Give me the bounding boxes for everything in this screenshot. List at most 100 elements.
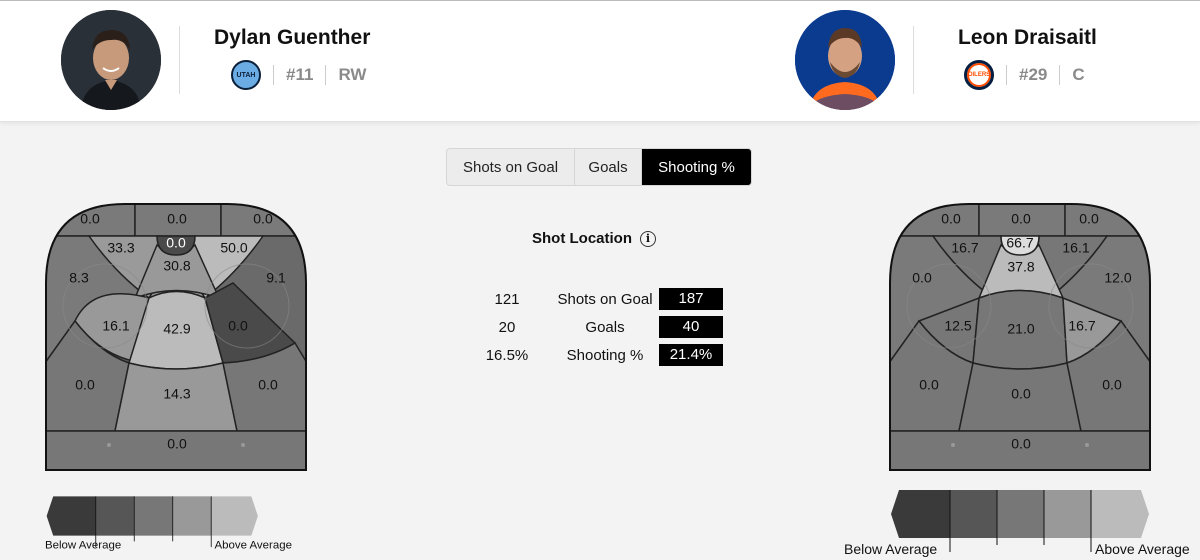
- zone-value: 14.3: [163, 386, 190, 402]
- zone-value: 42.9: [163, 321, 190, 337]
- zone-value: 16.1: [1062, 240, 1089, 256]
- player-position: C: [1072, 65, 1085, 84]
- legend-swatch-2: [950, 490, 997, 538]
- zone-value: 0.0: [75, 377, 95, 393]
- zone-blue-line[interactable]: [45, 430, 307, 471]
- stat-label: Shots on Goal: [557, 291, 653, 308]
- player-position: RW: [338, 65, 367, 84]
- zone-top-mid[interactable]: [978, 203, 1066, 237]
- tab-shots-on-goal[interactable]: Shots on Goal: [447, 149, 575, 185]
- player-card-left: Dylan Guenther UTAH #11 RW: [0, 0, 600, 122]
- player-name[interactable]: Dylan Guenther: [214, 26, 371, 49]
- legend-above-label: Above Average: [1095, 541, 1190, 557]
- legend-below-label: Below Average: [844, 541, 937, 557]
- zone-value: 0.0: [1011, 436, 1031, 452]
- player-meta: OILERS #29 C: [964, 60, 1085, 90]
- zone-value: 0.0: [80, 211, 100, 227]
- zone-value: 0.0: [167, 436, 187, 452]
- zone-value: 0.0: [228, 318, 248, 334]
- zone-value: 37.8: [1007, 259, 1034, 275]
- metric-tabs: Shots on Goal Goals Shooting %: [446, 148, 752, 186]
- stat-right-value: 40: [659, 316, 723, 338]
- meta-separator: [1059, 65, 1061, 85]
- legend-swatch-3: [134, 496, 173, 536]
- info-icon[interactable]: i: [640, 230, 656, 247]
- tab-shooting-pct[interactable]: Shooting %: [642, 149, 751, 185]
- shot-location-label: Shot Location: [532, 230, 632, 247]
- stat-row-shooting-pct: 16.5% Shooting % 21.4%: [480, 344, 730, 366]
- zone-value: 0.0: [253, 211, 273, 227]
- legend-swatch-1: [891, 490, 950, 538]
- zone-value: 16.7: [1068, 318, 1095, 334]
- color-legend-left: Below Average Above Average: [45, 496, 292, 552]
- tab-goals[interactable]: Goals: [575, 149, 642, 185]
- legend-swatch-3: [997, 490, 1044, 538]
- header-divider: [913, 26, 914, 94]
- zone-value: 33.3: [107, 240, 134, 256]
- legend-swatch-2: [95, 496, 135, 536]
- zone-value: 12.5: [944, 318, 971, 334]
- zone-value: 0.0: [1102, 377, 1122, 393]
- zone-value: 21.0: [1007, 321, 1034, 337]
- player-card-right: Leon Draisaitl OILERS #29 C: [600, 0, 1200, 122]
- stat-label: Shooting %: [566, 347, 644, 364]
- player-number: #29: [1019, 65, 1048, 84]
- player-avatar: [61, 10, 161, 110]
- stat-left-value: 20: [498, 319, 516, 336]
- zone-value: 0.0: [1079, 211, 1099, 227]
- player-avatar: [795, 10, 895, 110]
- legend-swatch-5: [1091, 490, 1149, 538]
- player-name[interactable]: Leon Draisaitl: [958, 26, 1097, 49]
- meta-separator: [325, 65, 327, 85]
- stat-label: Goals: [585, 319, 625, 336]
- zone-value: 9.1: [266, 270, 286, 286]
- legend-below-label: Below Average: [45, 540, 121, 552]
- zone-right-point[interactable]: [1066, 319, 1151, 432]
- zone-value: 0.0: [166, 235, 186, 251]
- zone-crease[interactable]: [1000, 235, 1040, 256]
- zone-value: 30.8: [163, 258, 190, 274]
- zone-value: 12.0: [1104, 270, 1131, 286]
- player-photo: [61, 10, 161, 110]
- zone-right-point[interactable]: [222, 341, 307, 432]
- shot-heatmap-right: 0.0 0.0 0.0 66.7 16.7 16.1 37.8 0.0 12.0…: [889, 203, 1151, 471]
- zone-value: 0.0: [167, 211, 187, 227]
- zone-value: 66.7: [1006, 235, 1033, 251]
- utah-logo-icon: UTAH: [231, 60, 261, 90]
- zone-blue-line[interactable]: [889, 430, 1151, 471]
- top-border: [0, 0, 1200, 1]
- stat-right-value: 21.4%: [659, 344, 723, 366]
- player-photo: [795, 10, 895, 110]
- meta-separator: [1006, 65, 1007, 85]
- zone-value: 0.0: [1011, 386, 1031, 402]
- oilers-logo-icon: OILERS: [964, 60, 994, 90]
- player-number: #11: [286, 65, 314, 84]
- zone-value: 0.0: [258, 377, 278, 393]
- zone-value: 16.7: [951, 240, 978, 256]
- zone-value: 0.0: [941, 211, 961, 227]
- shot-heatmap-left: 0.0 0.0 0.0 0.0 33.3 50.0 30.8 8.3 9.1 1…: [45, 203, 307, 471]
- legend-above-label: Above Average: [214, 540, 291, 552]
- zone-value: 0.0: [912, 270, 932, 286]
- zone-value: 8.3: [69, 270, 89, 286]
- stat-row-goals: 20 Goals 40: [480, 316, 730, 338]
- zone-value: 0.0: [1011, 211, 1031, 227]
- color-legend-right: Below Average Above Average: [844, 490, 1190, 557]
- zone-value: 50.0: [220, 240, 247, 256]
- zone-value: 0.0: [919, 377, 939, 393]
- meta-separator: [273, 65, 274, 85]
- legend-swatch-4: [172, 496, 212, 536]
- legend-swatch-4: [1044, 490, 1091, 538]
- player-meta: UTAH #11 RW: [231, 60, 366, 90]
- stat-row-shots: 121 Shots on Goal 187: [480, 288, 730, 310]
- stat-left-value: 16.5%: [485, 347, 529, 364]
- header-divider: [179, 26, 180, 94]
- shot-location-title: Shot Location i: [532, 230, 656, 247]
- zone-top-right[interactable]: [1064, 203, 1151, 237]
- legend-swatch-5: [211, 496, 258, 536]
- legend-swatch-1: [46, 496, 96, 536]
- zone-crease[interactable]: [156, 235, 196, 256]
- stat-right-value: 187: [659, 288, 723, 310]
- zone-value: 16.1: [102, 318, 129, 334]
- stat-left-value: 121: [494, 291, 520, 308]
